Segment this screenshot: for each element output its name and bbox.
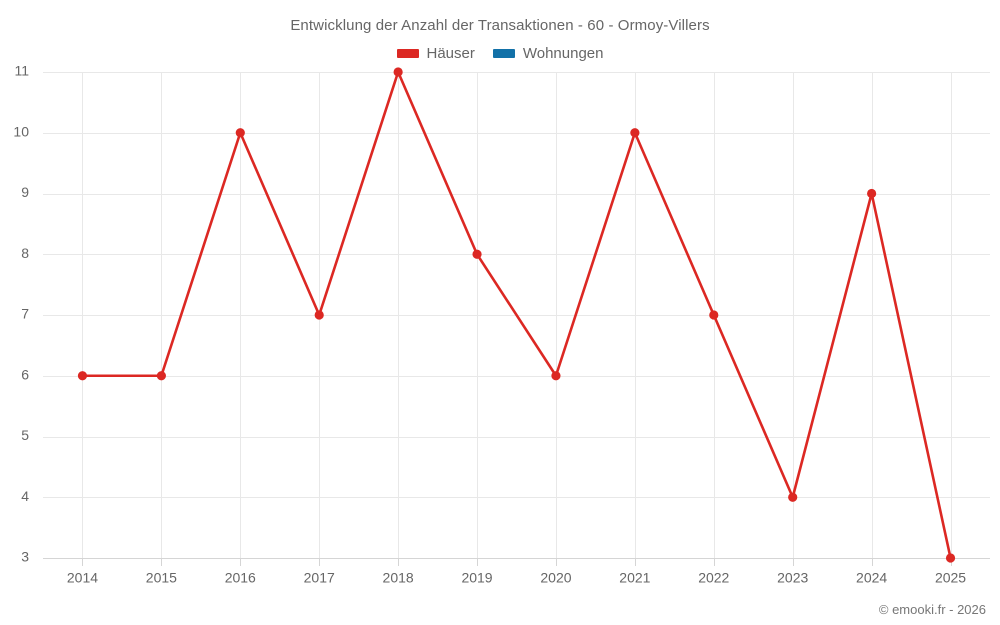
footer-copyright: © emooki.fr - 2026 [878, 602, 986, 617]
series-hauser: 2014: 6 2015: 6 2016: 10 2017: 7 2018: 11 201… [77, 67, 956, 563]
x-tick-label: 2023 [777, 569, 808, 585]
series-line [81, 70, 952, 560]
y-tick-label: 6 [21, 366, 29, 382]
chart-title: Entwicklung der Anzahl der Transaktionen… [290, 17, 710, 34]
x-tick-label: 2015 [146, 569, 177, 585]
legend-item-hauser[interactable]: Häuser [396, 45, 475, 62]
y-tick-label: 10 [13, 123, 29, 139]
data-series-group: 2014: 6 2015: 6 2016: 10 2017: 7 2018: 11 201… [77, 67, 956, 563]
y-tick-label: 4 [21, 488, 29, 504]
data-point[interactable]: 2017: 7 [314, 310, 324, 320]
x-tick-label: 2020 [540, 569, 571, 585]
x-tick-label: 2019 [461, 569, 492, 585]
axes-group [43, 558, 990, 566]
x-tick-label: 2022 [698, 569, 729, 585]
x-tick-label: 2018 [383, 569, 414, 585]
chart-legend: Häuser Wohnungen [0, 45, 1000, 62]
x-tick-label: 2024 [856, 569, 887, 585]
y-tick-label: 3 [21, 549, 29, 565]
y-tick-label: 5 [21, 427, 29, 443]
data-point[interactable]: 2019: 8 [472, 249, 482, 259]
x-tick-label: 2016 [225, 569, 256, 585]
y-tick-label: 9 [21, 184, 29, 200]
data-point[interactable]: 2025: 3 [945, 553, 956, 563]
legend-item-wohnungen[interactable]: Wohnungen [492, 45, 604, 62]
legend-swatch-hauser-icon [396, 49, 419, 58]
data-point[interactable]: 2021: 10 [630, 128, 640, 138]
data-point[interactable]: 2023: 4 [788, 492, 798, 502]
data-point[interactable]: 2015: 6 [156, 371, 166, 381]
x-axis-tick-labels: 2014 2015 2016 2017 2018 2019 2020 2021 2022 2023… [67, 569, 966, 585]
y-tick-label: 8 [21, 245, 29, 261]
x-tick-label: 2017 [304, 569, 335, 585]
data-point[interactable]: 2024: 9 [867, 188, 877, 199]
x-tick-label: 2021 [619, 569, 650, 585]
data-point[interactable]: 2016: 10 [235, 128, 245, 138]
legend-label-hauser: Häuser [426, 45, 475, 62]
data-point[interactable]: 2018: 11 [393, 67, 403, 77]
legend-label-wohnungen: Wohnungen [522, 45, 604, 62]
y-axis-tick-labels: 3 4 5 6 7 8 9 10 11 [13, 63, 29, 565]
data-point[interactable]: 2022: 7 [709, 310, 719, 320]
data-point[interactable]: 2020: 6 [551, 371, 561, 381]
x-tick-label: 2014 [67, 569, 98, 585]
y-tick-label: 11 [14, 63, 29, 79]
data-point[interactable]: 2014: 6 [77, 371, 88, 381]
legend-swatch-wohnungen-icon [492, 49, 515, 58]
x-tick-label: 2025 [935, 569, 966, 585]
y-tick-label: 7 [21, 306, 29, 322]
